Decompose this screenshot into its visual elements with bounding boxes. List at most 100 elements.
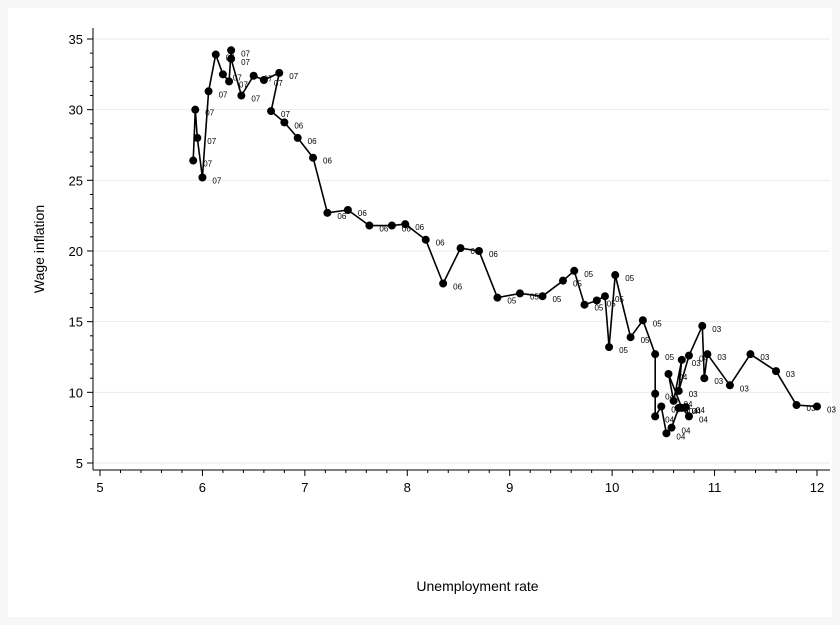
data-point — [592, 296, 601, 305]
data-point — [651, 350, 660, 359]
data-point — [700, 374, 709, 383]
point-label: 05 — [653, 319, 662, 328]
point-label: 05 — [615, 295, 624, 304]
data-point — [421, 235, 430, 244]
point-label: 03 — [714, 377, 723, 386]
data-point — [662, 429, 671, 438]
x-tick-label: 5 — [96, 480, 103, 495]
point-label: 06 — [415, 223, 424, 232]
point-label: 07 — [205, 109, 214, 118]
point-label: 05 — [530, 292, 539, 301]
data-point — [657, 402, 666, 411]
point-label: 05 — [594, 304, 603, 313]
series-line — [192, 49, 818, 435]
data-point — [684, 412, 693, 421]
point-label: 06 — [402, 225, 411, 234]
point-label: 04 — [699, 355, 708, 364]
data-point — [267, 107, 276, 116]
data-point — [664, 369, 673, 378]
point-label: 07 — [207, 137, 216, 146]
point-label: 07 — [203, 160, 212, 169]
x-tick-label: 11 — [708, 480, 722, 495]
point-label: 06 — [379, 225, 388, 234]
data-point — [600, 292, 609, 301]
point-label: 07 — [241, 49, 250, 58]
data-point — [225, 77, 234, 86]
data-point — [677, 355, 686, 364]
data-point — [538, 292, 547, 301]
y-axis-title: Wage inflation — [31, 205, 47, 293]
data-point — [667, 423, 676, 432]
y-tick-label: 20 — [69, 244, 83, 259]
point-label: 06 — [323, 157, 332, 166]
data-point — [792, 401, 801, 410]
point-label: 06 — [436, 239, 445, 248]
point-label: 06 — [489, 250, 498, 259]
point-label: 07 — [212, 177, 221, 186]
point-label: 04 — [671, 405, 680, 414]
data-point — [698, 321, 707, 330]
point-labels: 0303030303030303040303040404040404040404… — [203, 49, 836, 441]
data-point — [439, 279, 448, 288]
point-label: 03 — [717, 353, 726, 362]
x-tick-label: 7 — [301, 480, 308, 495]
data-point — [684, 351, 693, 360]
point-label: 05 — [641, 336, 650, 345]
data-series — [189, 46, 821, 438]
y-tick-label: 35 — [69, 32, 83, 47]
data-point — [813, 402, 821, 411]
point-label: 03 — [786, 370, 795, 379]
data-point — [580, 300, 589, 309]
data-point — [218, 70, 227, 79]
data-point — [193, 133, 202, 142]
point-label: 06 — [358, 209, 367, 218]
point-label: 03 — [827, 405, 836, 414]
point-label: 03 — [712, 325, 721, 334]
point-label: 07 — [281, 110, 290, 119]
data-point — [237, 91, 246, 100]
x-tick-label: 9 — [506, 480, 513, 495]
data-point — [323, 208, 332, 217]
x-tick-label: 8 — [404, 480, 411, 495]
point-label: 06 — [294, 121, 303, 130]
point-label: 04 — [665, 415, 674, 424]
data-point — [259, 75, 268, 84]
x-tick-label: 10 — [605, 480, 619, 495]
point-label: 05 — [584, 270, 593, 279]
point-label: 07 — [226, 54, 235, 63]
data-point — [493, 293, 502, 302]
x-tick-label: 6 — [199, 480, 206, 495]
data-point — [772, 367, 781, 376]
data-point — [651, 389, 660, 398]
axes — [87, 28, 830, 476]
point-label: 07 — [233, 73, 242, 82]
data-point — [725, 381, 734, 390]
point-label: 04 — [665, 393, 674, 402]
point-label: 07 — [239, 80, 248, 89]
x-axis-title: Unemployment rate — [416, 578, 538, 594]
data-point — [365, 221, 374, 230]
point-label: 05 — [573, 280, 582, 289]
point-label: 06 — [453, 283, 462, 292]
y-tick-label: 25 — [69, 173, 83, 188]
point-label: 06 — [471, 247, 480, 256]
point-label: 04 — [699, 415, 708, 424]
data-point — [456, 244, 465, 253]
data-point — [651, 412, 660, 421]
point-label: 07 — [264, 75, 273, 84]
data-point — [191, 105, 200, 114]
data-point — [189, 156, 198, 165]
data-point — [280, 118, 289, 127]
data-point — [474, 247, 483, 255]
point-label: 03 — [807, 404, 816, 413]
point-label: 05 — [607, 299, 616, 308]
data-point — [746, 350, 755, 359]
point-label: 03 — [740, 384, 749, 393]
point-label: 06 — [308, 137, 317, 146]
point-label: 04 — [692, 407, 701, 416]
point-label: 07 — [274, 79, 283, 88]
data-point — [605, 343, 614, 352]
data-point — [674, 403, 683, 412]
x-tick-label: 12 — [810, 480, 824, 495]
